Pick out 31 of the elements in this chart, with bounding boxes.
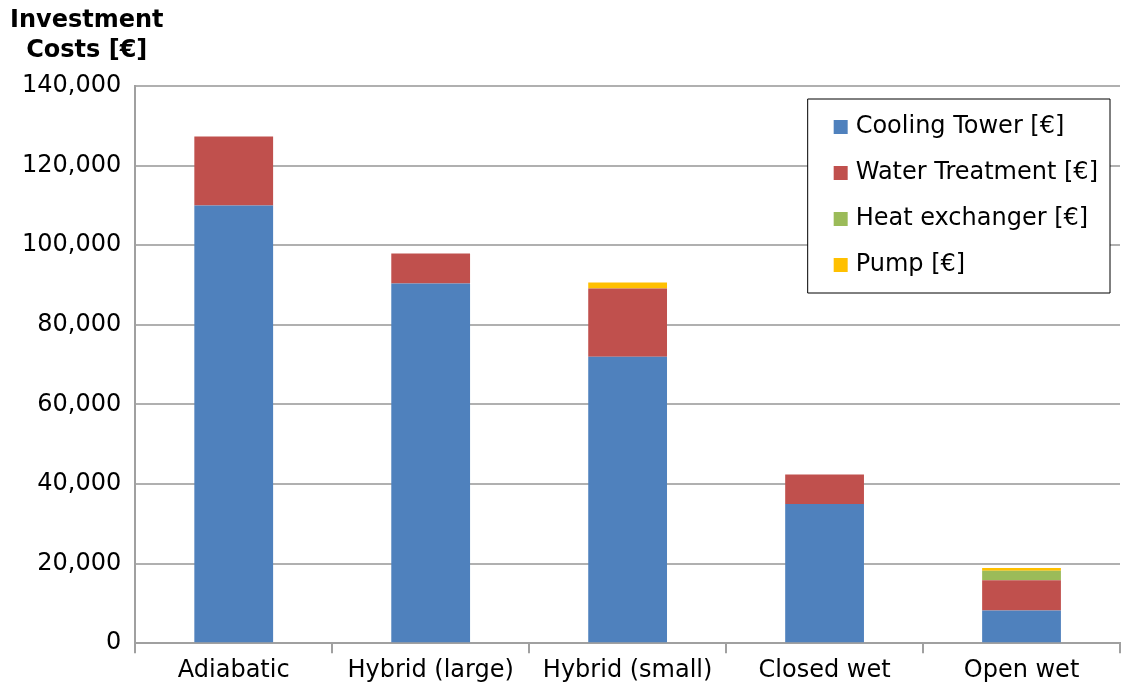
y-tick-label: 40,000 (37, 468, 122, 497)
bar (982, 567, 1061, 571)
bar (785, 474, 864, 504)
bar (588, 282, 668, 289)
y-tick-label: 20,000 (37, 547, 122, 576)
y-tick-label: 100,000 (22, 229, 122, 258)
bar (982, 580, 1061, 611)
legend-label: Cooling Tower [€] (855, 111, 1065, 140)
legend-label: Pump [€] (855, 249, 966, 278)
y-tick-label: 120,000 (22, 149, 122, 178)
bar (785, 503, 864, 643)
y-tick-label: 60,000 (37, 388, 122, 417)
bar (194, 136, 274, 206)
x-tick-label: Hybrid (large) (347, 654, 514, 683)
x-tick-label: Closed wet (758, 654, 891, 683)
y-tick-label: 0 (105, 627, 122, 656)
bar (391, 283, 471, 643)
bar (391, 253, 471, 284)
bar (588, 356, 668, 643)
legend-label: Heat exchanger [€] (855, 203, 1089, 232)
x-tick-label: Adiabatic (177, 654, 290, 683)
legend-label: Water Treatment [€] (855, 157, 1099, 186)
bar (194, 205, 274, 643)
x-tick-label: Open wet (963, 654, 1080, 683)
y-axis-title: Investment Costs [€] (10, 4, 164, 64)
bar (982, 610, 1061, 643)
bar (588, 288, 668, 357)
y-tick-label: 140,000 (22, 70, 122, 99)
bar (982, 570, 1061, 581)
y-tick-label: 80,000 (37, 309, 122, 338)
x-tick-label: Hybrid (small) (542, 654, 713, 683)
